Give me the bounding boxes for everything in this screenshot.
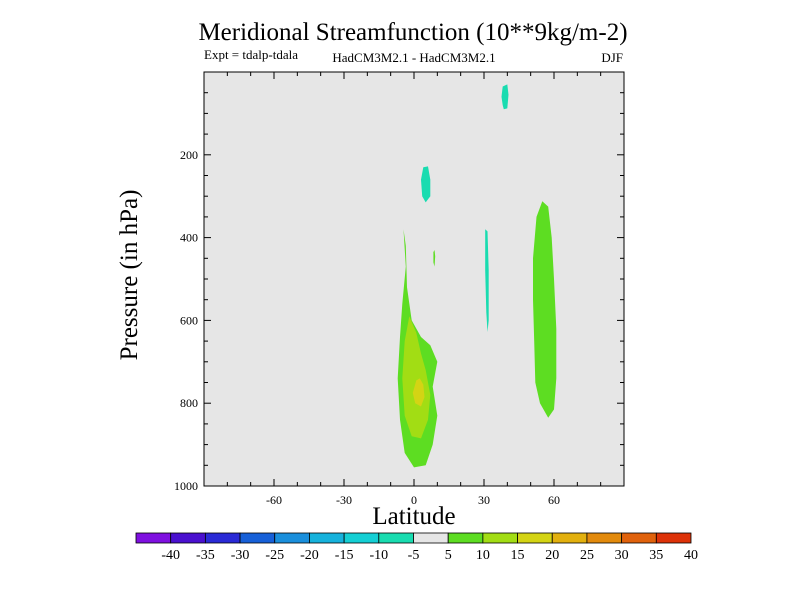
colorbar-label: 25 [580,548,594,563]
subtitle-center: HadCM3M2.1 - HadCM3M2.1 [332,50,495,65]
chart-title: Meridional Streamfunction (10**9kg/m-2) [198,19,627,46]
plot-frame [203,71,625,487]
x-tick-label: -30 [336,493,352,507]
colorbar-label: -35 [196,548,215,563]
colorbar-box [135,532,172,544]
colorbar-label: -25 [265,548,284,563]
colorbar-label: -5 [408,548,420,563]
colorbar-box [413,532,449,544]
colorbar-box [482,532,518,544]
contour-region-neg-5-10-mid [421,166,431,203]
contour-region-pos-blip-10n [433,250,436,267]
colorbar-label: 15 [511,548,525,563]
colorbar-box [551,532,588,544]
colorbar-box [655,532,692,544]
contour-region-neg-5-10-top [501,84,509,110]
colorbar-label: 10 [476,548,490,563]
colorbar-box [204,532,241,544]
y-tick-label: 600 [180,313,198,327]
colorbar-label: -30 [231,548,250,563]
colorbar-label: 30 [615,548,629,563]
colorbar-label: -15 [335,548,354,563]
colorbar: -40 -35 -30 -25 -20 -15 -10 -5 5 10 15 20 25 30 35 40 [135,532,698,563]
colorbar-label: 35 [649,548,663,563]
colorbar-box [586,532,623,544]
contour-region-pos-15-20-sh [412,378,425,407]
x-tick-label: 0 [411,493,417,507]
colorbar-box [343,532,380,544]
colorbar-box [378,532,414,544]
colorbar-label: 20 [545,548,559,563]
subtitle-left: Expt = tdalp-tdala [204,47,298,62]
colorbar-box [170,532,206,544]
colorbar-box [239,532,276,544]
colorbar-box [447,532,484,544]
y-tick-label: 400 [180,231,198,245]
x-tick-label: 30 [478,493,490,507]
colorbar-box [517,532,553,544]
colorbar-box [274,532,310,544]
y-tick-label: 200 [180,148,198,162]
contour-region-pos-5-10-nh [533,201,557,418]
contour-region-neg-5-10-30n [485,229,489,332]
y-tick-label: 1000 [174,479,198,493]
y-axis-label: Pressure (in hPa) [116,190,143,361]
colorbar-label: -10 [369,548,388,563]
contour-region-pos-10-15-sh [402,316,431,439]
colorbar-label: -20 [300,548,319,563]
y-tick-label: 800 [180,396,198,410]
x-tick-label: 60 [548,493,560,507]
contour-regions [397,84,557,468]
colorbar-box [309,532,345,544]
colorbar-label: 40 [684,548,698,563]
colorbar-label: 5 [445,548,452,563]
axis-ticks: -60 -30 0 30 60 200 400 600 800 1000 [174,72,624,507]
x-axis-label: Latitude [372,503,455,530]
colorbar-label: -40 [161,548,180,563]
subtitle-right: DJF [601,50,623,65]
colorbar-box [621,532,657,544]
x-tick-label: -60 [266,493,282,507]
